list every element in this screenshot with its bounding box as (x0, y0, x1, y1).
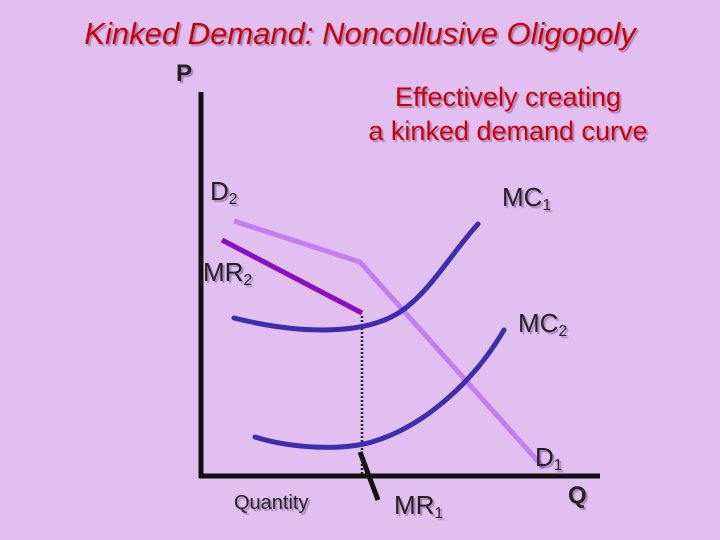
mc2-curve (252, 327, 507, 450)
mc1-label: MC1 (502, 182, 552, 214)
subtitle-line-1: Effectively creating (394, 82, 622, 112)
mr2-label: MR2 (203, 257, 253, 289)
mc2-label: MC2 (518, 308, 568, 340)
mc1-curve (231, 221, 481, 333)
x-axis-label: Q (568, 482, 587, 509)
subtitle: Effectively creating a kinked demand cur… (308, 80, 708, 148)
y-axis-label: P (176, 60, 193, 87)
d1-label: D1 (535, 442, 563, 474)
d2-label: D2 (210, 176, 238, 208)
page-title: Kinked Demand: Noncollusive Oligopoly (84, 16, 636, 51)
mr2-line (220, 237, 364, 316)
mr1-label: MR1 (394, 490, 444, 522)
subtitle-line-2: a kinked demand curve (368, 116, 648, 146)
quantity-label: Quantity (234, 492, 309, 514)
demand-curve (233, 218, 546, 470)
